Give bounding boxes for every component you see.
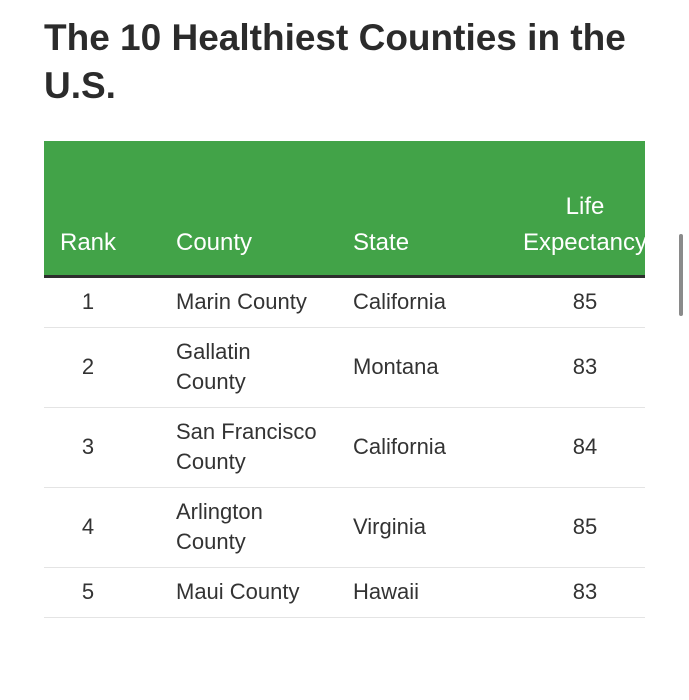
table-cell: 3 [44,407,160,488]
header-row: Rank County State Life Expectancy [44,141,645,278]
table-cell: Gallatin County [160,327,337,408]
table-cell: Hawaii [337,567,509,618]
table-cell: California [337,407,509,488]
table-cell: Arlington County [160,487,337,568]
table-row: 5 Maui County Hawaii 83 [44,567,645,618]
table-cell: 1 [44,276,160,328]
table-cell: 85 [509,487,645,568]
table-cell: San Francisco County [160,407,337,488]
table-cell: Maui County [160,567,337,618]
column-header: State [337,141,509,278]
table-cell: Montana [337,327,509,408]
table-row: 3 San Francisco County California 84 [44,407,645,488]
table-body: 1 Marin County California 85 2 Gallatin Count… [44,276,645,618]
table-row: 2 Gallatin County Montana 83 [44,327,645,408]
column-header: Rank [44,141,160,278]
table-cell: 83 [509,327,645,408]
scrollbar[interactable] [679,234,683,316]
table-container: Rank County State Life Expectancy 1 Marin Co… [44,141,645,618]
page-title: The 10 Healthiest Counties in the U.S. [44,17,626,106]
table-cell: 83 [509,567,645,618]
column-header: Life Expectancy [509,141,645,278]
table-cell: Virginia [337,487,509,568]
table-cell: California [337,276,509,328]
column-header: County [160,141,337,278]
table-cell: 84 [509,407,645,488]
table: Rank County State Life Expectancy 1 Marin Co… [44,141,645,618]
table-cell: 2 [44,327,160,408]
table-cell: 85 [509,276,645,328]
table-cell: 5 [44,567,160,618]
table-cell: Marin County [160,276,337,328]
table-row: 1 Marin County California 85 [44,276,645,328]
table-cell: 4 [44,487,160,568]
table-row: 4 Arlington County Virginia 85 [44,487,645,568]
